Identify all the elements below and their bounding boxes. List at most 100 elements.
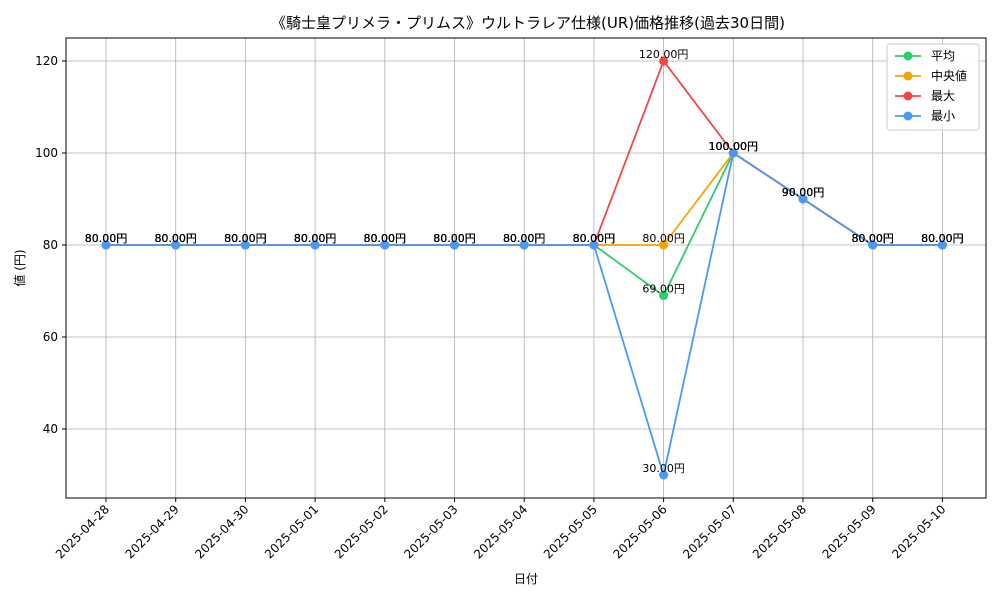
data-label: 80.00円 xyxy=(154,232,197,245)
x-tick-label: 2025-05-09 xyxy=(820,502,879,561)
x-tick-label: 2025-05-05 xyxy=(541,502,600,561)
data-label: 80.00円 xyxy=(851,232,894,245)
legend-label: 中央値 xyxy=(931,68,967,83)
data-label: 80.00円 xyxy=(364,232,407,245)
data-label: 80.00円 xyxy=(503,232,546,245)
data-label: 100.00円 xyxy=(709,140,759,153)
data-point xyxy=(659,291,669,301)
data-label: 80.00円 xyxy=(294,232,337,245)
x-tick-label: 2025-05-06 xyxy=(611,502,670,561)
data-label: 80.00円 xyxy=(851,232,894,245)
x-tick-label: 2025-05-10 xyxy=(889,502,948,561)
data-label: 80.00円 xyxy=(433,232,476,245)
y-tick-label: 120 xyxy=(35,54,58,68)
data-label: 80.00円 xyxy=(364,232,407,245)
x-tick-label: 2025-05-08 xyxy=(750,502,809,561)
data-label: 80.00円 xyxy=(224,232,267,245)
data-label: 80.00円 xyxy=(433,232,476,245)
data-label: 80.00円 xyxy=(503,232,546,245)
data-label: 80.00円 xyxy=(573,232,616,245)
data-label: 80.00円 xyxy=(85,232,128,245)
data-label: 80.00円 xyxy=(294,232,337,245)
data-label: 80.00円 xyxy=(573,232,616,245)
legend-label: 最小 xyxy=(931,109,955,123)
data-point xyxy=(659,470,669,480)
data-label: 80.00円 xyxy=(364,232,407,245)
grid xyxy=(66,38,986,498)
legend-label: 平均 xyxy=(931,49,955,63)
data-label: 80.00円 xyxy=(573,232,616,245)
data-label: 80.00円 xyxy=(921,232,964,245)
y-tick-label: 40 xyxy=(43,422,58,436)
data-label: 80.00円 xyxy=(154,232,197,245)
data-label: 80.00円 xyxy=(433,232,476,245)
series-layer xyxy=(101,56,947,480)
legend-marker xyxy=(903,71,913,81)
y-tick-label: 60 xyxy=(43,330,58,344)
data-label: 80.00円 xyxy=(642,232,685,245)
chart-title: 《騎士皇プリメラ・プリムス》ウルトラレア仕様(UR)価格推移(過去30日間) xyxy=(271,14,785,32)
data-point xyxy=(798,194,808,204)
data-label: 30.00円 xyxy=(642,462,685,475)
data-label: 80.00円 xyxy=(851,232,894,245)
data-label: 80.00円 xyxy=(85,232,128,245)
x-tick-label: 2025-04-30 xyxy=(192,502,251,561)
data-label: 80.00円 xyxy=(921,232,964,245)
data-point xyxy=(240,240,250,250)
x-tick-label: 2025-04-29 xyxy=(123,502,182,561)
data-label: 80.00円 xyxy=(154,232,197,245)
data-label: 80.00円 xyxy=(573,232,616,245)
data-label: 90.00円 xyxy=(782,186,825,199)
y-tick-label: 80 xyxy=(43,238,58,252)
x-tick-label: 2025-05-03 xyxy=(401,502,460,561)
data-point xyxy=(171,240,181,250)
data-label: 100.00円 xyxy=(709,140,759,153)
data-label: 100.00円 xyxy=(709,140,759,153)
data-label: 120.00円 xyxy=(639,48,689,61)
data-point xyxy=(659,56,669,66)
legend-marker xyxy=(903,51,913,61)
legend-marker xyxy=(903,111,913,121)
data-point xyxy=(937,240,947,250)
data-label: 80.00円 xyxy=(85,232,128,245)
data-point xyxy=(659,240,669,250)
data-label: 80.00円 xyxy=(851,232,894,245)
y-axis-ticks: 40 60 80 100 120 xyxy=(35,54,66,436)
data-point xyxy=(728,148,738,158)
x-tick-label: 2025-05-01 xyxy=(262,502,321,561)
x-axis-ticks: 2025-04-28 2025-04-29 2025-04-30 2025-05-01… xyxy=(53,498,949,561)
y-axis-label: 値 (円) xyxy=(12,249,27,286)
data-label: 90.00円 xyxy=(782,186,825,199)
data-point xyxy=(868,240,878,250)
data-label: 80.00円 xyxy=(224,232,267,245)
series-4 xyxy=(101,148,947,480)
data-label: 80.00円 xyxy=(503,232,546,245)
x-tick-label: 2025-05-07 xyxy=(680,502,739,561)
data-label: 80.00円 xyxy=(503,232,546,245)
data-labels: 80.00円 80.00円 80.00円 80.00円 80.00円 80.00円 80.0… xyxy=(85,48,964,475)
legend-marker xyxy=(903,91,913,101)
x-tick-label: 2025-05-04 xyxy=(471,502,530,561)
data-point xyxy=(589,240,599,250)
data-label: 80.00円 xyxy=(294,232,337,245)
data-point xyxy=(101,240,111,250)
data-label: 80.00円 xyxy=(294,232,337,245)
data-label: 80.00円 xyxy=(921,232,964,245)
data-label: 80.00円 xyxy=(224,232,267,245)
data-point xyxy=(519,240,529,250)
data-label: 80.00円 xyxy=(433,232,476,245)
legend-label: 最大 xyxy=(931,89,955,103)
data-label: 80.00円 xyxy=(154,232,197,245)
data-label: 69.00円 xyxy=(642,283,685,296)
data-point xyxy=(380,240,390,250)
data-label: 80.00円 xyxy=(921,232,964,245)
data-point xyxy=(450,240,459,250)
y-tick-label: 100 xyxy=(35,146,58,160)
x-tick-label: 2025-05-02 xyxy=(332,502,391,561)
data-label: 80.00円 xyxy=(224,232,267,245)
data-label: 90.00円 xyxy=(782,186,825,199)
x-axis-label: 日付 xyxy=(514,572,538,586)
